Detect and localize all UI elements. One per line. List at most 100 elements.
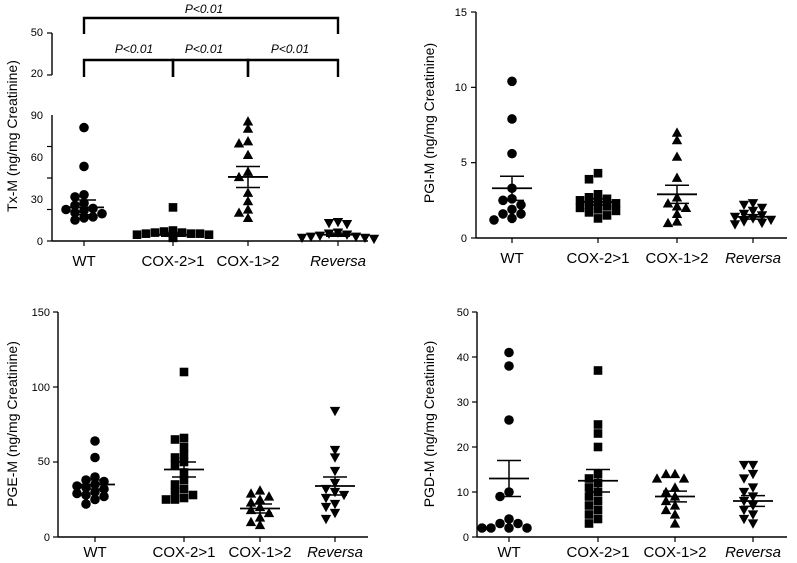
data-point bbox=[747, 519, 759, 529]
data-point bbox=[245, 504, 257, 515]
data-point bbox=[593, 366, 603, 375]
x-category-label: COX-1>2 bbox=[644, 544, 707, 561]
data-point bbox=[584, 492, 594, 501]
data-point bbox=[738, 505, 750, 516]
data-point bbox=[671, 172, 683, 182]
y-axis-label: PGD-M (ng/mg Creatinine) bbox=[421, 341, 437, 508]
data-point bbox=[359, 233, 371, 244]
data-point bbox=[671, 134, 683, 145]
data-point bbox=[179, 493, 189, 503]
data-point bbox=[245, 488, 257, 498]
x-category-label: WT bbox=[497, 544, 520, 561]
significance-bracket bbox=[82, 16, 340, 34]
data-point bbox=[329, 445, 341, 456]
data-point bbox=[72, 488, 82, 499]
data-point bbox=[522, 523, 532, 533]
data-point bbox=[329, 499, 341, 510]
data-point bbox=[242, 116, 254, 126]
x-category-label: Reversa bbox=[725, 250, 781, 267]
y-tick-label: 30 bbox=[31, 194, 43, 206]
y-tick-label: 50 bbox=[457, 307, 469, 319]
x-category-label: WT bbox=[72, 253, 95, 270]
x-category-label: Reversa bbox=[310, 253, 366, 270]
data-point bbox=[179, 450, 189, 459]
data-point bbox=[602, 211, 612, 220]
data-point bbox=[593, 214, 603, 223]
data-point bbox=[329, 406, 341, 417]
data-point bbox=[584, 193, 594, 202]
data-point bbox=[507, 213, 517, 224]
data-point bbox=[132, 230, 142, 239]
data-point bbox=[489, 215, 499, 225]
data-point bbox=[747, 510, 759, 520]
y-tick-label: 20 bbox=[31, 68, 43, 80]
data-point bbox=[738, 474, 750, 484]
data-point bbox=[671, 208, 683, 219]
data-point bbox=[263, 491, 275, 501]
x-category-label: COX-2>1 bbox=[567, 250, 630, 267]
data-point bbox=[651, 473, 663, 483]
data-point bbox=[168, 203, 178, 212]
data-point bbox=[671, 127, 683, 137]
data-point bbox=[593, 420, 603, 429]
y-tick-label: 0 bbox=[44, 532, 50, 544]
y-tick-label: 5 bbox=[461, 157, 467, 169]
data-point bbox=[660, 504, 672, 515]
x-category-label: Reversa bbox=[725, 544, 781, 561]
data-point bbox=[660, 495, 672, 506]
x-category-label: COX-1>2 bbox=[646, 250, 709, 267]
x-category-label: COX-1>2 bbox=[229, 544, 292, 561]
data-point bbox=[179, 433, 189, 443]
y-tick-label: 50 bbox=[31, 27, 43, 39]
data-point bbox=[669, 468, 681, 479]
x-category-label: COX-1>2 bbox=[217, 253, 280, 270]
data-point bbox=[320, 514, 332, 525]
data-point bbox=[320, 484, 332, 495]
data-point bbox=[179, 475, 189, 485]
data-point bbox=[168, 233, 178, 243]
data-point bbox=[669, 482, 681, 492]
data-point bbox=[504, 415, 514, 425]
x-category-label: Reversa bbox=[307, 544, 363, 561]
data-point bbox=[516, 200, 526, 210]
data-point bbox=[159, 227, 169, 236]
panel-pgd-m: PGD-M (ng/mg Creatinine) 50 40 30 20 10 … bbox=[421, 307, 787, 561]
data-point bbox=[747, 469, 759, 480]
data-point bbox=[245, 516, 257, 527]
data-point bbox=[329, 466, 341, 477]
x-category-label: COX-2>1 bbox=[142, 253, 205, 270]
data-point bbox=[765, 215, 777, 226]
data-point bbox=[516, 209, 526, 219]
data-point bbox=[233, 207, 245, 217]
data-point bbox=[584, 501, 594, 510]
data-point bbox=[504, 514, 514, 524]
data-point bbox=[477, 523, 487, 533]
y-tick-label: 15 bbox=[455, 7, 467, 19]
data-point bbox=[170, 460, 180, 470]
data-point bbox=[584, 510, 594, 519]
data-point bbox=[507, 204, 517, 215]
data-point bbox=[611, 199, 621, 208]
data-point bbox=[669, 509, 681, 519]
data-point bbox=[593, 496, 603, 506]
significance-bracket bbox=[171, 58, 250, 77]
data-point bbox=[90, 494, 100, 505]
data-point bbox=[611, 206, 621, 216]
data-point bbox=[602, 202, 612, 211]
data-point bbox=[498, 209, 508, 219]
data-point bbox=[593, 190, 603, 199]
significance-bracket bbox=[82, 58, 175, 77]
data-point bbox=[233, 138, 245, 148]
data-point bbox=[170, 480, 180, 489]
panel-tx-m: Tx-M (ng/mg Creatinine) P<0.01 P<0.01 P<… bbox=[4, 2, 380, 270]
data-point bbox=[242, 187, 254, 197]
data-point bbox=[90, 436, 100, 446]
y-tick-label: 150 bbox=[32, 307, 50, 319]
data-point bbox=[671, 201, 683, 211]
data-point bbox=[179, 484, 189, 494]
data-point bbox=[575, 203, 585, 213]
data-point bbox=[81, 490, 91, 500]
x-category-label: WT bbox=[83, 544, 106, 561]
y-axis-label: PGE-M (ng/mg Creatinine) bbox=[4, 341, 20, 507]
data-point bbox=[593, 168, 603, 178]
